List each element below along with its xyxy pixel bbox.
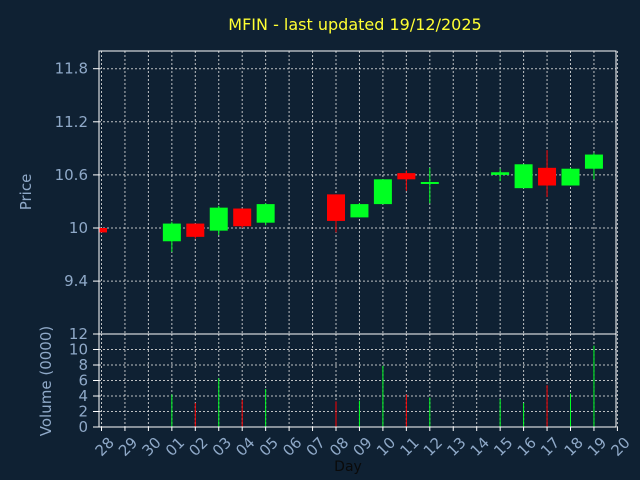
x-tick-label: 08 xyxy=(326,434,352,460)
candle-body xyxy=(538,167,557,186)
candle-body xyxy=(420,181,439,184)
x-tick-label: 05 xyxy=(256,434,282,460)
x-axis-label: Day xyxy=(334,459,362,475)
x-tick-label: 14 xyxy=(467,434,493,460)
x-tick-label: 06 xyxy=(279,434,305,460)
candle-body xyxy=(327,194,345,221)
x-tick-label: 02 xyxy=(185,434,211,460)
volume-tick-label: 10 xyxy=(69,341,88,359)
x-tick-label: 19 xyxy=(584,434,610,460)
x-tick-label: 15 xyxy=(490,434,516,460)
price-panel: 11.8 11.2 10.6 10 9.4 Price xyxy=(17,50,618,335)
candle-body xyxy=(373,179,392,205)
price-tick-label: 11.2 xyxy=(55,113,88,131)
x-tick-label: 10 xyxy=(373,434,399,460)
candle-body xyxy=(256,204,275,223)
volume-tick-label: 6 xyxy=(78,372,88,390)
volume-y-axis-label: Volume (0000) xyxy=(37,326,55,436)
x-tick-label: 28 xyxy=(92,434,118,460)
candle-body xyxy=(584,154,603,169)
price-tick-label: 11.8 xyxy=(55,60,88,78)
x-tick-label: 07 xyxy=(303,434,329,460)
x-tick-label: 01 xyxy=(162,434,188,460)
x-tick-label: 09 xyxy=(350,434,376,460)
price-tick-label: 10 xyxy=(69,219,88,237)
candle-body xyxy=(350,204,369,218)
price-y-tick-labels: 11.8 11.2 10.6 10 9.4 xyxy=(55,60,99,290)
price-grid xyxy=(99,51,618,334)
x-tick-label: 03 xyxy=(209,434,235,460)
x-tick-label: 12 xyxy=(420,434,446,460)
volume-tick-label: 8 xyxy=(78,356,88,374)
candle-body xyxy=(514,164,533,189)
price-tick-label: 9.4 xyxy=(64,272,88,290)
volume-bars xyxy=(171,345,595,427)
chart-title: MFIN - last updated 19/12/2025 xyxy=(228,15,481,34)
price-frame xyxy=(98,50,617,335)
candle-body xyxy=(209,207,228,231)
candle-body xyxy=(491,172,510,175)
candle-body xyxy=(397,173,416,180)
candle-body xyxy=(99,228,107,233)
x-tick-label: 29 xyxy=(115,434,141,460)
volume-grid xyxy=(99,334,618,427)
volume-tick-label: 2 xyxy=(78,403,88,421)
candle-body xyxy=(561,168,580,186)
x-tick-label: 20 xyxy=(607,434,633,460)
candle-body xyxy=(162,223,181,242)
candle-body xyxy=(186,223,205,237)
price-y-axis-label: Price xyxy=(17,174,35,211)
x-tick-label: 11 xyxy=(396,434,422,460)
x-tick-label: 16 xyxy=(514,434,540,460)
candle-body xyxy=(233,208,252,227)
volume-tick-label: 0 xyxy=(78,418,88,436)
x-tick-label: 04 xyxy=(232,434,258,460)
volume-tick-label: 4 xyxy=(78,387,88,405)
x-tick-labels: 2829300102030405060708091011121314151617… xyxy=(92,427,634,460)
x-tick-label: 30 xyxy=(138,434,164,460)
price-tick-label: 10.6 xyxy=(55,166,88,184)
x-tick-label: 17 xyxy=(537,434,563,460)
volume-tick-label: 12 xyxy=(69,325,88,343)
price-candles xyxy=(99,150,603,252)
x-tick-label: 18 xyxy=(561,434,587,460)
x-tick-label: 13 xyxy=(443,434,469,460)
